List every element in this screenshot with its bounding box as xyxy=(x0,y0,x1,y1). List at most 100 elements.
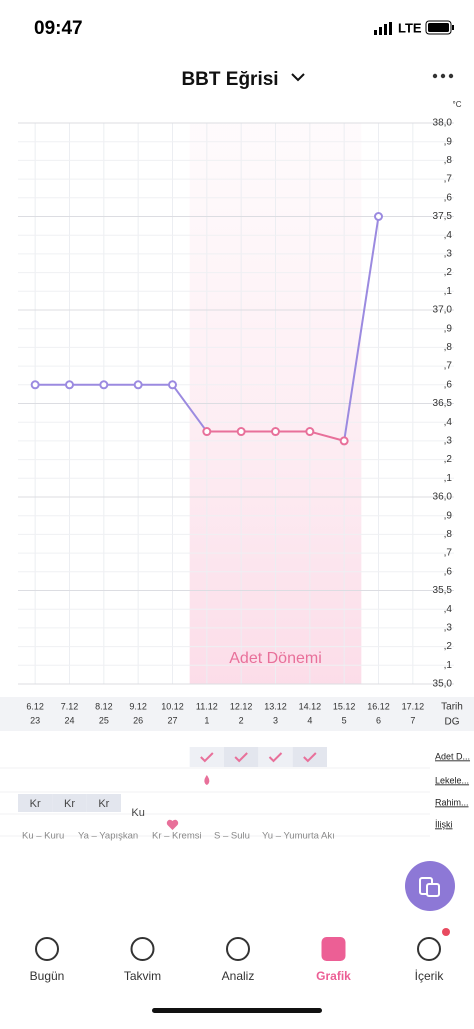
x-tick-label: 10.12 xyxy=(161,701,184,711)
cycle-day: 25 xyxy=(99,715,109,725)
mucus-label: Kr xyxy=(64,798,75,810)
dropdown-icon[interactable] xyxy=(291,73,305,82)
y-tick-label: 35,5 xyxy=(433,585,453,596)
period-check xyxy=(200,752,214,763)
cycle-day: 23 xyxy=(30,715,40,725)
y-tick-label: ,1 xyxy=(444,286,453,297)
x-tick-label: 9.12 xyxy=(129,701,147,711)
point xyxy=(339,436,349,446)
y-tick-label: ,6 xyxy=(444,379,453,390)
y-unit: °C xyxy=(453,100,462,109)
cycle-day: 1 xyxy=(204,715,209,725)
y-tick-label: ,8 xyxy=(444,342,453,353)
period-cell xyxy=(292,747,327,767)
tracker-row-label[interactable]: Adet D... xyxy=(435,751,470,761)
period-cell xyxy=(224,747,259,767)
y-tick-label: 38,0 xyxy=(433,118,453,129)
y-tick-label: ,2 xyxy=(444,267,453,278)
line-segment xyxy=(309,430,345,442)
point xyxy=(30,380,40,390)
x-tick-label: 15.12 xyxy=(333,701,356,711)
y-tick-label: ,4 xyxy=(444,417,453,428)
point xyxy=(168,380,177,390)
y-tick-label: ,3 xyxy=(444,623,453,634)
y-tick-label: ,8 xyxy=(444,155,453,166)
status-network: LTE xyxy=(398,20,422,35)
x-tick-label: 11.12 xyxy=(196,701,218,711)
y-tick-label: ,3 xyxy=(444,249,453,260)
line-segment xyxy=(343,216,380,442)
cycle-day: 6 xyxy=(376,715,381,725)
nav-icon[interactable] xyxy=(226,937,250,961)
more-menu[interactable] xyxy=(432,73,454,79)
mucus-legend: S – Sulu xyxy=(214,831,250,842)
status-time: 09:47 xyxy=(34,18,83,39)
nav-icon[interactable] xyxy=(35,937,59,961)
point xyxy=(271,427,280,437)
y-tick-label: 36,0 xyxy=(433,492,453,503)
y-tick-label: ,3 xyxy=(444,436,453,447)
cycle-day: 26 xyxy=(133,715,143,725)
period-check xyxy=(303,752,317,763)
point xyxy=(65,380,74,390)
y-tick-label: ,7 xyxy=(444,548,453,559)
x-tick-label: 14.12 xyxy=(299,701,322,711)
point xyxy=(236,427,246,437)
y-tick-label: ,6 xyxy=(444,566,453,577)
mucus-legend: Yu – Yumurta Akı xyxy=(262,831,335,842)
nav-icon[interactable] xyxy=(417,937,441,961)
x-tick-label: 6.12 xyxy=(26,701,44,711)
x-tick-label: 16.12 xyxy=(367,701,390,711)
period-check xyxy=(268,752,283,763)
y-tick-label: ,8 xyxy=(444,529,453,540)
battery xyxy=(425,20,454,35)
fab[interactable] xyxy=(405,861,455,911)
tracker-row-label[interactable]: İlişki xyxy=(435,819,453,829)
tracker-row-label[interactable]: Lekele... xyxy=(435,775,469,785)
point xyxy=(133,380,143,390)
y-tick-label: ,4 xyxy=(444,604,453,615)
mucus-legend: Ya – Yapışkan xyxy=(78,831,138,842)
cycle-day: 27 xyxy=(167,715,177,725)
x-label: Tarih xyxy=(441,702,463,713)
nav-icon[interactable] xyxy=(130,937,155,961)
y-tick-label: ,1 xyxy=(444,660,453,671)
nav-badge xyxy=(442,928,450,936)
y-tick-label: ,4 xyxy=(444,230,453,241)
x-tick-label: 12.12 xyxy=(230,701,253,711)
period-label: Adet Dönemi xyxy=(229,650,322,667)
cycle-day: 7 xyxy=(410,715,415,725)
cycle-day: 4 xyxy=(307,715,312,725)
line-segment xyxy=(171,384,208,433)
point xyxy=(99,380,109,390)
nav-label[interactable]: Grafik xyxy=(316,969,351,983)
y-tick-label: 36,5 xyxy=(433,398,453,409)
point xyxy=(202,427,212,437)
mucus-cell xyxy=(52,794,87,812)
y-tick-label: 37,0 xyxy=(433,305,453,316)
nav-label[interactable]: Analiz xyxy=(222,969,255,983)
date-row xyxy=(0,697,474,731)
tracker-row-label[interactable]: Rahim... xyxy=(435,797,469,807)
nav-label[interactable]: İçerik xyxy=(415,969,445,983)
y-tick-label: 37,5 xyxy=(433,211,453,222)
y-tick-label: ,6 xyxy=(444,192,453,203)
header-title[interactable]: BBT Eğrisi xyxy=(181,69,278,90)
nav-label[interactable]: Bugün xyxy=(30,969,65,983)
x-tick-label: 8.12 xyxy=(95,701,113,711)
cycle-day: 5 xyxy=(342,715,347,725)
cycle-day: 2 xyxy=(239,715,244,725)
nav-icon[interactable] xyxy=(321,937,346,961)
mucus-legend: Ku – Kuru xyxy=(22,831,64,842)
mucus-label: Ku xyxy=(131,807,144,819)
period-check xyxy=(234,752,248,763)
period-cell xyxy=(189,747,224,767)
x-tick-label: 7.12 xyxy=(61,701,79,711)
mucus-cell xyxy=(18,794,53,812)
nav-label[interactable]: Takvim xyxy=(124,969,161,983)
cycle-day: 24 xyxy=(64,715,74,725)
mucus-cell xyxy=(86,794,121,812)
period-cell xyxy=(258,747,293,767)
x-tick-label: 13.12 xyxy=(264,701,287,711)
